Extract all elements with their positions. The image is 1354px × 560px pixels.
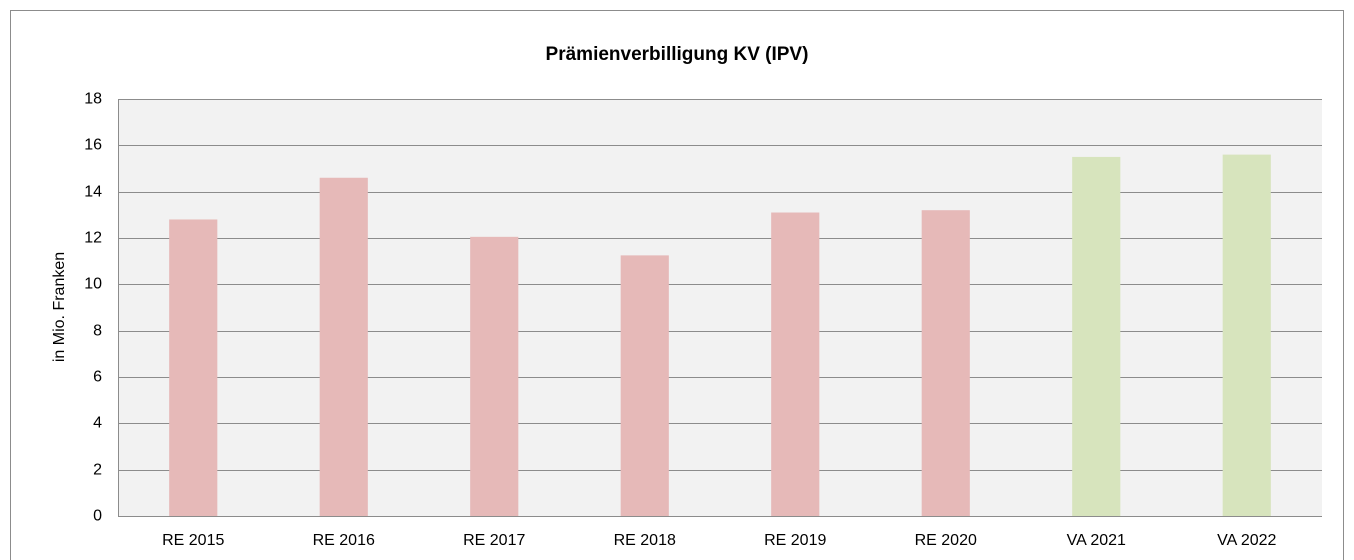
bar [169,219,218,516]
x-tick-label: RE 2018 [614,532,676,549]
x-tick-label: RE 2015 [162,532,224,549]
y-tick-label: 10 [84,276,102,293]
bar [1222,154,1271,516]
y-tick-label: 8 [93,323,102,340]
x-tick-label: RE 2019 [764,532,826,549]
y-tick-label: 14 [84,184,102,201]
bar [1072,156,1121,516]
bar [771,212,820,516]
bar [620,255,669,516]
y-tick-label: 6 [93,369,102,386]
y-tick-label: 0 [93,508,102,525]
bar [921,210,970,516]
y-tick-label: 12 [84,230,102,247]
y-tick-label: 16 [84,137,102,154]
x-tick-label: VA 2021 [1067,532,1126,549]
x-tick-label: VA 2022 [1217,532,1276,549]
x-tick-label: RE 2017 [463,532,525,549]
y-tick-label: 2 [93,462,102,479]
y-axis-label: in Mio. Franken [51,252,68,362]
bar [470,236,519,516]
bar [319,177,368,516]
plot-area [118,99,1322,516]
chart-title: Prämienverbilligung KV (IPV) [546,44,809,65]
y-tick-label: 18 [84,91,102,108]
x-tick-label: RE 2016 [313,532,375,549]
x-tick-label: RE 2020 [915,532,977,549]
y-tick-label: 4 [93,415,102,432]
